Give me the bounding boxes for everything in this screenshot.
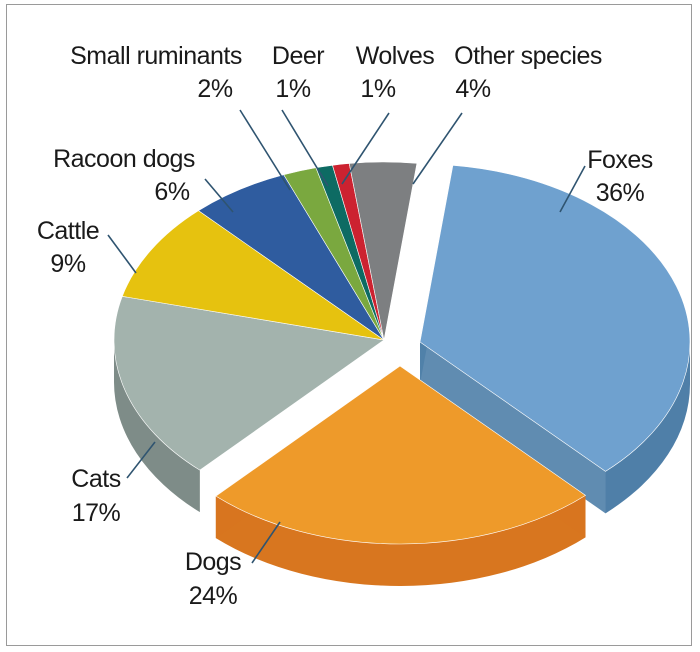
label-name-cats: Cats [71,465,120,493]
leader-line-cats [126,441,156,479]
leader-line-racoon-dogs [204,178,234,213]
slice-other-species [348,161,418,341]
slice-side-dogs [215,495,586,586]
label-value-racoon-dogs: 6% [154,178,189,206]
label-group: Foxes 36% Dogs 24% Cats 17% Cattle 9% Racoon dog… [37,42,653,610]
pie-top-group [113,161,691,545]
leader-line-wolves [341,112,390,185]
label-value-other-species: 4% [455,75,490,103]
label-value-dogs: 24% [189,582,238,610]
slice-side-cats [114,340,200,513]
label-value-small-ruminants: 2% [197,75,232,103]
label-name-wolves: Wolves [356,42,435,70]
slice-foxes [419,165,691,472]
slice-cut-foxes [420,342,606,514]
leader-line-cattle [107,234,137,274]
leader-line-foxes [559,165,586,213]
label-name-cattle: Cattle [37,217,99,245]
slice-side-foxes [605,342,690,514]
label-value-foxes: 36% [596,179,645,207]
label-name-deer: Deer [272,42,324,70]
label-value-cats: 17% [72,499,121,527]
label-name-dogs: Dogs [185,548,241,576]
label-name-foxes: Foxes [587,146,653,174]
leader-line-dogs [251,521,281,564]
leader-line-other-species [412,112,463,185]
label-name-racoon-dogs: Racoon dogs [53,145,195,173]
leader-line-deer [281,109,329,187]
label-value-cattle: 9% [50,250,85,278]
label-value-wolves: 1% [360,75,395,103]
slice-cats [113,295,385,471]
slice-dogs [215,365,587,545]
leader-line-small-ruminants [239,109,291,191]
label-value-deer: 1% [275,75,310,103]
slice-cattle [121,210,385,341]
label-name-small-ruminants: Small ruminants [70,42,242,70]
label-name-other-species: Other species [454,42,602,70]
